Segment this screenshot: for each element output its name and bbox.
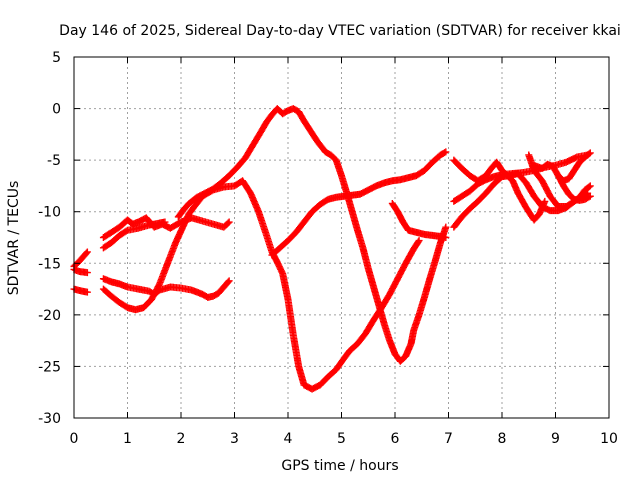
x-tick-label: 7 (444, 431, 453, 447)
data-point (414, 238, 422, 246)
data-series-15 (530, 160, 594, 204)
x-tick-label: 2 (177, 431, 186, 447)
data-series-6 (99, 275, 233, 301)
y-tick-label: -30 (38, 411, 61, 427)
data-point (415, 237, 423, 245)
data-point (586, 182, 594, 190)
data-point (83, 269, 91, 277)
data-series-9 (268, 148, 450, 259)
data-point (161, 218, 169, 226)
y-tick-label: -15 (38, 256, 61, 272)
data-point (224, 219, 232, 227)
data-point (442, 223, 450, 231)
data-point (442, 234, 450, 241)
data-point (586, 192, 594, 200)
y-tick-label: 0 (52, 102, 61, 118)
data-point (585, 183, 593, 191)
x-axis-ticks: 0 1 2 3 4 5 6 7 8 9 10 (70, 57, 618, 447)
data-point (82, 249, 90, 257)
data-point (440, 149, 448, 157)
data-point (224, 278, 232, 286)
data-point (225, 277, 233, 285)
data-series-16 (554, 149, 594, 185)
data-point (585, 150, 593, 158)
y-tick-label: -25 (38, 359, 61, 375)
data-point (586, 149, 594, 157)
data-point (225, 218, 233, 226)
x-tick-label: 6 (391, 431, 400, 447)
grid (74, 57, 609, 418)
y-axis-label: SDTVAR / TECUs (6, 181, 22, 296)
x-tick-label: 5 (337, 431, 346, 447)
y-tick-label: -5 (47, 153, 61, 169)
y-tick-label: -10 (38, 205, 61, 221)
x-tick-label: 9 (551, 431, 560, 447)
x-tick-label: 8 (498, 431, 507, 447)
chart-title: Day 146 of 2025, Sidereal Day-to-day VTE… (59, 23, 621, 39)
data-series-2 (70, 265, 91, 277)
data-point (541, 197, 549, 205)
data-series-5 (99, 218, 169, 252)
data-series-13 (450, 156, 549, 224)
x-tick-label: 0 (70, 431, 79, 447)
data-series-7 (99, 177, 423, 393)
data-point (83, 248, 91, 256)
x-tick-label: 4 (284, 431, 293, 447)
data-point (442, 148, 450, 156)
data-marks (70, 105, 594, 393)
data-series-10 (388, 199, 450, 241)
data-point (585, 193, 593, 201)
x-tick-label: 10 (600, 431, 618, 447)
data-series-8 (174, 105, 450, 365)
x-tick-label: 3 (230, 431, 239, 447)
y-tick-label: -20 (38, 308, 61, 324)
x-tick-label: 1 (123, 431, 132, 447)
y-tick-label: 5 (52, 50, 61, 66)
y-axis-ticks: -30 -25 -20 -15 -10 -5 0 5 (38, 50, 609, 427)
x-axis-label: GPS time / hours (281, 458, 398, 474)
data-point (83, 288, 91, 296)
